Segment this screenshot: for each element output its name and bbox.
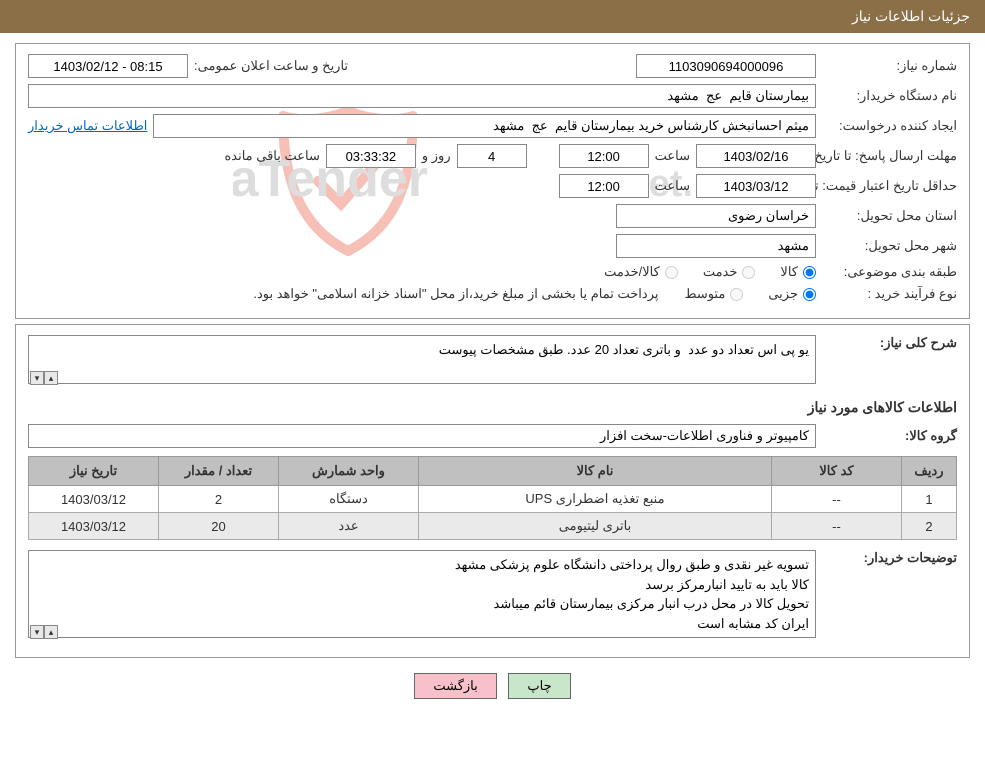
group-field[interactable]: [28, 424, 816, 448]
category-service-radio[interactable]: خدمت: [703, 264, 756, 280]
time-label-2: ساعت: [655, 178, 690, 194]
table-row: 2--باتری لیتیومیعدد201403/03/12: [29, 513, 957, 540]
category-both-text: کالا/خدمت: [604, 264, 660, 280]
countdown-field[interactable]: [326, 144, 416, 168]
process-note: پرداخت تمام یا بخشی از مبلغ خرید،از محل …: [253, 286, 658, 302]
table-cell: منبع تغذیه اضطراری UPS: [419, 486, 772, 513]
page-header: جزئیات اطلاعات نیاز: [0, 0, 985, 33]
deadline-date-field[interactable]: [696, 144, 816, 168]
table-cell: 20: [159, 513, 279, 540]
col-row: ردیف: [902, 457, 957, 486]
announce-datetime-field[interactable]: [28, 54, 188, 78]
table-cell: 2: [902, 513, 957, 540]
requester-field[interactable]: [153, 114, 816, 138]
remaining-label: ساعت باقی مانده: [224, 148, 319, 164]
category-goods-radio[interactable]: کالا: [780, 264, 816, 280]
category-both-input[interactable]: [665, 266, 678, 279]
main-details-panel: AriaTender .net شماره نیاز: تاریخ و ساعت…: [15, 43, 970, 319]
table-cell: باتری لیتیومی: [419, 513, 772, 540]
validity-date-field[interactable]: [696, 174, 816, 198]
buyer-notes-textarea[interactable]: [28, 550, 816, 638]
time-label-1: ساعت: [655, 148, 690, 164]
process-type-label: نوع فرآیند خرید :: [822, 286, 957, 302]
buyer-org-field[interactable]: [28, 84, 816, 108]
category-goods-text: کالا: [780, 264, 798, 280]
summary-label: شرح کلی نیاز:: [822, 335, 957, 351]
days-label: روز و: [422, 148, 451, 164]
col-code: کد کالا: [772, 457, 902, 486]
province-label: استان محل تحویل:: [822, 208, 957, 224]
print-button[interactable]: چاپ: [508, 673, 570, 699]
action-buttons: چاپ بازگشت: [0, 658, 985, 714]
goods-section-title: اطلاعات کالاهای مورد نیاز: [28, 399, 957, 416]
col-unit: واحد شمارش: [279, 457, 419, 486]
announce-datetime-label: تاریخ و ساعت اعلان عمومی:: [194, 58, 348, 74]
scroll-icons: ▴▾: [30, 371, 58, 385]
province-field[interactable]: [616, 204, 816, 228]
process-small-text: جزیی: [768, 286, 798, 302]
col-date: تاریخ نیاز: [29, 457, 159, 486]
buyer-contact-link[interactable]: اطلاعات تماس خریدار: [28, 118, 147, 134]
process-small-radio[interactable]: جزیی: [768, 286, 816, 302]
page-title: جزئیات اطلاعات نیاز: [852, 8, 970, 24]
validity-time-field[interactable]: [559, 174, 649, 198]
category-service-input[interactable]: [742, 266, 755, 279]
table-cell: 1403/03/12: [29, 513, 159, 540]
table-cell: --: [772, 513, 902, 540]
buyer-org-label: نام دستگاه خریدار:: [822, 88, 957, 104]
validity-label: حداقل تاریخ اعتبار قیمت: تا تاریخ:: [822, 178, 957, 195]
table-cell: --: [772, 486, 902, 513]
process-medium-text: متوسط: [684, 286, 725, 302]
goods-info-panel: شرح کلی نیاز: ▴▾ اطلاعات کالاهای مورد نی…: [15, 324, 970, 658]
back-button[interactable]: بازگشت: [414, 673, 496, 699]
col-qty: تعداد / مقدار: [159, 457, 279, 486]
goods-table: ردیف کد کالا نام کالا واحد شمارش تعداد /…: [28, 456, 957, 540]
summary-textarea[interactable]: [28, 335, 816, 384]
category-service-text: خدمت: [703, 264, 738, 280]
table-cell: 1: [902, 486, 957, 513]
city-label: شهر محل تحویل:: [822, 238, 957, 254]
table-row: 1--منبع تغذیه اضطراری UPSدستگاه21403/03/…: [29, 486, 957, 513]
requester-label: ایجاد کننده درخواست:: [822, 118, 957, 134]
process-small-input[interactable]: [803, 288, 816, 301]
deadline-time-field[interactable]: [559, 144, 649, 168]
table-cell: 2: [159, 486, 279, 513]
buyer-notes-label: توضیحات خریدار:: [822, 550, 957, 566]
process-medium-input[interactable]: [730, 288, 743, 301]
category-label: طبقه بندی موضوعی:: [822, 264, 957, 280]
group-label: گروه کالا:: [822, 428, 957, 444]
city-field[interactable]: [616, 234, 816, 258]
deadline-label: مهلت ارسال پاسخ: تا تاریخ:: [822, 148, 957, 165]
table-cell: عدد: [279, 513, 419, 540]
category-both-radio[interactable]: کالا/خدمت: [604, 264, 678, 280]
scroll-icons-2: ▴▾: [30, 625, 58, 639]
category-goods-input[interactable]: [803, 266, 816, 279]
need-number-field[interactable]: [636, 54, 816, 78]
need-number-label: شماره نیاز:: [822, 58, 957, 74]
table-cell: 1403/03/12: [29, 486, 159, 513]
days-remaining-field[interactable]: [457, 144, 527, 168]
process-medium-radio[interactable]: متوسط: [684, 286, 743, 302]
table-cell: دستگاه: [279, 486, 419, 513]
col-name: نام کالا: [419, 457, 772, 486]
